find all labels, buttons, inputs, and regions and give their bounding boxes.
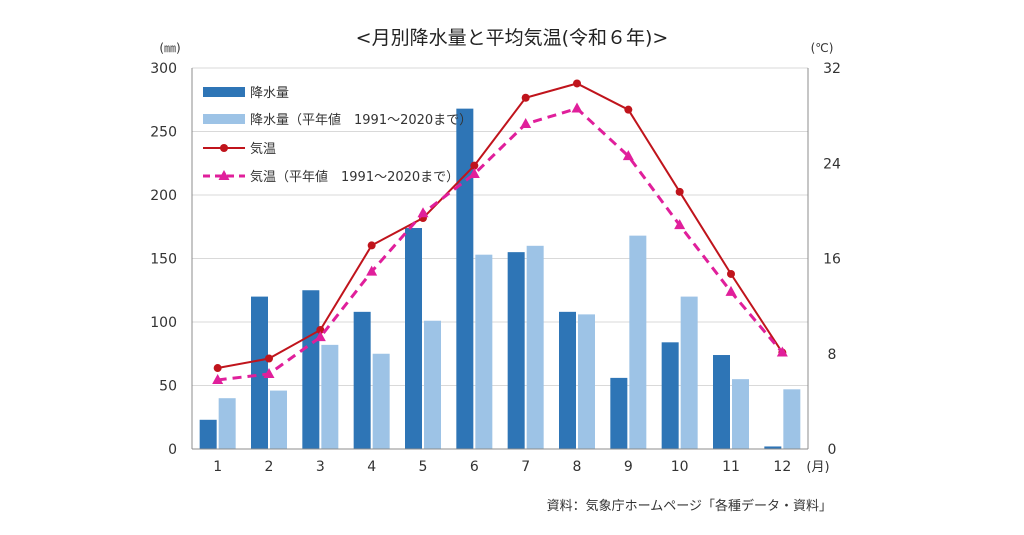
precipitation-normal-bar: [424, 320, 441, 449]
temperature-normal-point: [314, 331, 326, 342]
temperature-normal-point: [366, 265, 378, 276]
legend-swatch-precipitation: [203, 87, 245, 97]
temperature-point: [367, 241, 376, 250]
x-axis-tick-label: 3: [316, 459, 325, 475]
precipitation-normal-bar: [783, 389, 801, 449]
right-axis-tick-label: 32: [823, 61, 841, 77]
x-axis-tick-label: 8: [573, 459, 582, 475]
source-note: 資料：気象庁ホームページ「各種データ・資料」: [547, 498, 832, 514]
temperature-line: [217, 82, 784, 370]
right-axis-tick-label: 24: [823, 156, 841, 172]
left-axis-tick-label: 250: [150, 125, 177, 141]
temperature-point: [675, 187, 684, 196]
precipitation-normal-bar: [578, 314, 595, 449]
precipitation-bar: [353, 311, 371, 449]
left-axis-tick-label: 150: [150, 252, 177, 268]
precipitation-bar: [559, 311, 576, 449]
temperature-normal-point: [212, 373, 224, 384]
temperature-normal-line: [217, 106, 784, 382]
legend-label-temperature-normal: 気温（平年値 1991～2020まで）: [250, 169, 459, 185]
x-axis-tick-label: 11: [722, 459, 740, 475]
precipitation-normal-bar: [526, 245, 544, 449]
left-axis-tick-label: 300: [150, 61, 177, 77]
temperature-normal-point: [571, 102, 583, 113]
precipitation-normal-bar: [475, 254, 493, 449]
legend-marker-temperature-normal: [218, 170, 230, 180]
left-axis-tick-label: 0: [168, 442, 177, 458]
left-axis-tick-label: 100: [150, 315, 177, 331]
temperature-normal-point: [263, 367, 275, 378]
legend-label-precipitation-normal: 降水量（平年値 1991～2020まで）: [250, 112, 472, 128]
x-axis-tick-label: 4: [367, 459, 376, 475]
x-axis-tick-label: 6: [470, 459, 479, 475]
legend-marker-temperature: [220, 144, 228, 152]
precipitation-bar: [302, 290, 320, 449]
temperature-normal-point: [417, 207, 429, 218]
temperature-normal-point: [776, 346, 788, 357]
precipitation-bar: [661, 342, 679, 449]
left-axis-tick-label: 50: [159, 379, 177, 395]
precipitation-bar: [405, 228, 422, 449]
precipitation-bar: [199, 419, 217, 449]
temperature-point: [316, 325, 325, 334]
x-axis-tick-label: 7: [521, 459, 530, 475]
legend-label-temperature: 気温: [250, 141, 276, 157]
x-axis-tick-label: 2: [265, 459, 274, 475]
temperature-point: [213, 364, 222, 373]
precipitation-bar: [610, 377, 628, 449]
chart-title: <月別降水量と平均気温(令和６年)>: [356, 27, 669, 49]
temperature-point: [265, 354, 273, 363]
bars: [199, 108, 801, 449]
precipitation-bar: [713, 355, 730, 449]
legend-label-precipitation: 降水量: [250, 86, 289, 101]
precipitation-normal-bar: [680, 296, 698, 449]
x-axis-tick-label: 5: [419, 459, 428, 475]
precipitation-bar: [456, 108, 474, 449]
precipitation-normal-bar: [218, 398, 236, 449]
temperature-normal-point: [468, 167, 480, 178]
x-axis-unit: (月): [806, 460, 829, 475]
x-axis-tick-label: 10: [671, 459, 689, 475]
temperature-normal-point: [674, 219, 686, 230]
temperature-point: [573, 79, 581, 88]
left-axis-unit: (㎜): [159, 41, 180, 55]
precipitation-normal-bar: [321, 344, 339, 449]
legend-swatch-precipitation-normal: [203, 114, 245, 124]
x-axis-tick-label: 1: [213, 459, 222, 475]
precipitation-normal-bar: [372, 353, 390, 449]
temperature-lines: [212, 79, 788, 384]
right-axis-tick-label: 16: [823, 252, 841, 268]
temperature-normal-point: [622, 150, 634, 161]
precipitation-normal-bar: [270, 390, 287, 449]
left-axis-tick-label: 200: [150, 188, 177, 204]
right-axis-unit: (℃): [811, 41, 834, 55]
x-axis-tick-label: 9: [624, 459, 633, 475]
temperature-point: [470, 161, 479, 170]
temperature-normal-point: [725, 285, 737, 296]
precipitation-bar: [764, 446, 782, 449]
precipitation-bar: [251, 296, 268, 449]
precipitation-normal-bar: [629, 235, 647, 449]
right-axis-tick-label: 0: [828, 442, 837, 458]
x-axis-tick-label: 12: [773, 459, 791, 475]
temperature-normal-point: [520, 117, 532, 128]
right-axis-tick-label: 8: [828, 347, 837, 363]
precipitation-normal-bar: [732, 379, 749, 449]
temperature-point: [727, 269, 735, 278]
temperature-point: [624, 105, 633, 114]
precipitation-bar: [507, 252, 525, 449]
temperature-point: [521, 93, 530, 102]
